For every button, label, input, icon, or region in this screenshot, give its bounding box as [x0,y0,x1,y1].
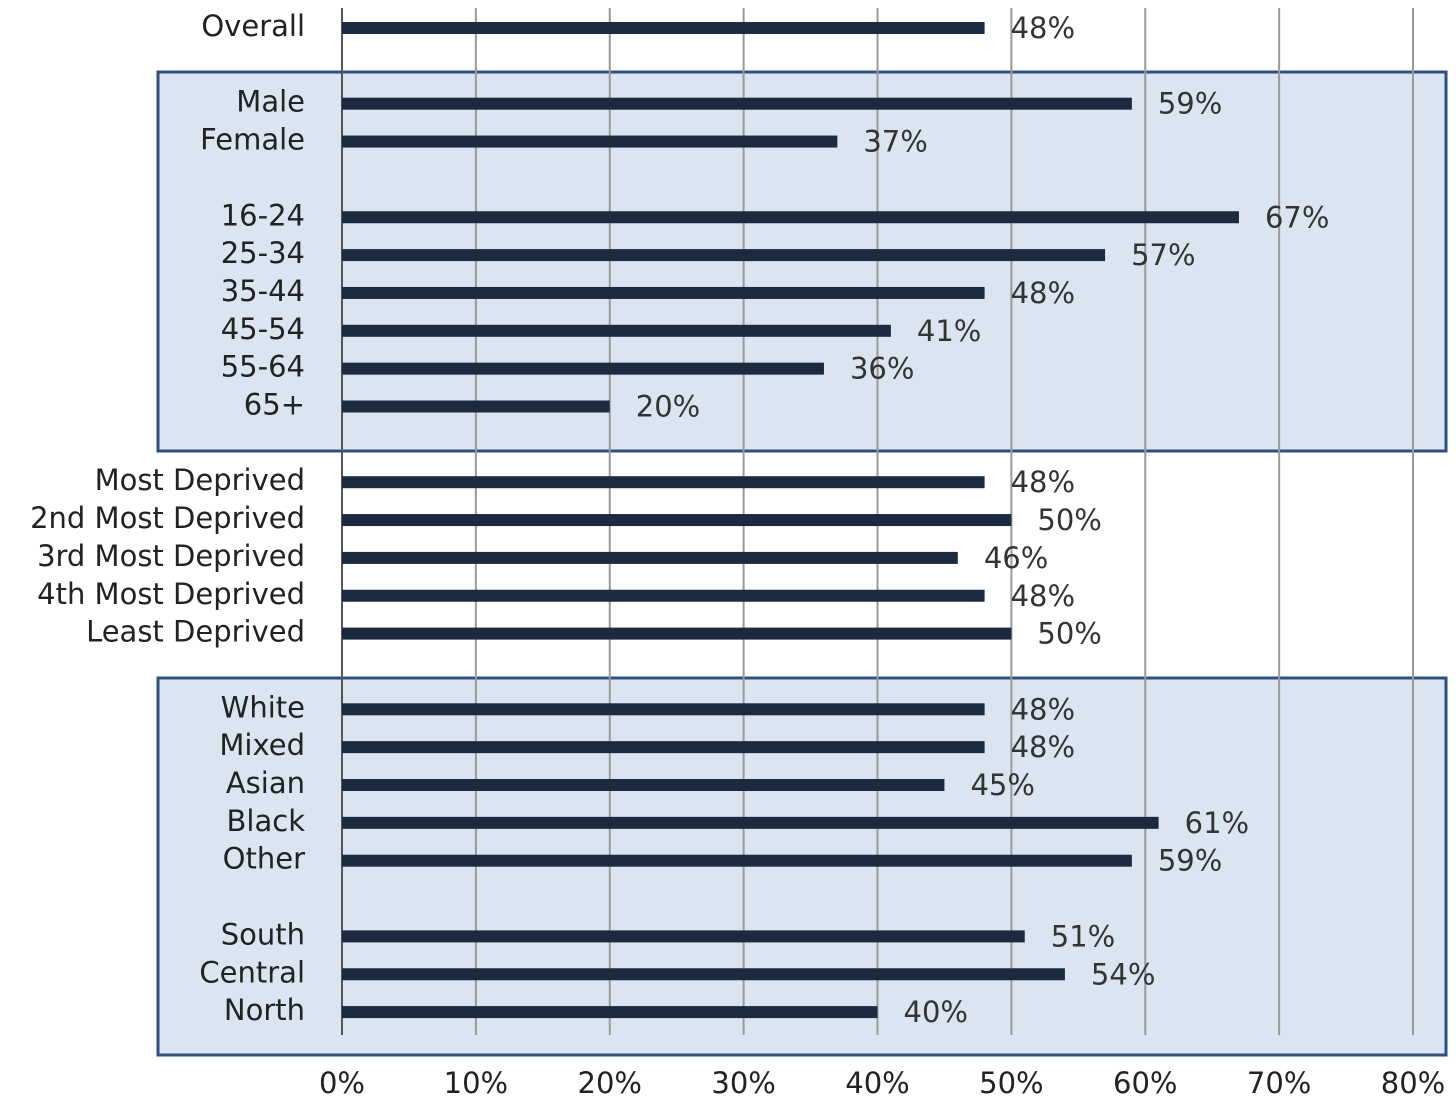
y-tick-label: Other [223,842,305,876]
data-label: 37% [863,125,927,159]
bar [342,1006,878,1019]
y-tick-label: 3rd Most Deprived [37,539,305,573]
data-label: 40% [904,995,968,1029]
data-label: 50% [1037,617,1101,651]
y-tick-label: 55-64 [221,350,305,384]
x-tick-label: 80% [1381,1066,1445,1100]
y-tick-label: North [224,993,305,1027]
data-label: 54% [1091,957,1155,991]
bar [342,22,985,34]
data-label: 48% [1011,730,1075,764]
x-tick-label: 0% [319,1066,365,1100]
y-tick-label: 35-44 [221,274,305,308]
bar [342,589,985,602]
data-label: 59% [1158,87,1222,121]
x-tick-label: 60% [1113,1066,1177,1100]
x-tick-label: 50% [979,1066,1043,1100]
data-label: 36% [850,352,914,386]
x-tick-label: 40% [845,1066,909,1100]
bar [342,514,1012,527]
y-tick-label: Asian [226,766,305,800]
data-label: 46% [984,541,1048,575]
y-tick-label: 65+ [244,388,305,422]
bar [342,400,610,413]
y-tick-label: Male [236,85,305,119]
y-tick-label: White [221,690,305,724]
data-label: 51% [1051,919,1115,953]
data-label: 67% [1265,200,1329,234]
bar [342,816,1159,829]
data-label: 57% [1131,238,1195,272]
data-label: 45% [970,768,1034,802]
bar [342,741,985,754]
bar [342,854,1132,867]
y-tick-label: 16-24 [221,198,305,232]
bar [342,286,985,299]
data-label: 48% [1011,465,1075,499]
y-tick-label: South [221,917,305,951]
y-tick-label: 25-34 [221,236,305,270]
y-tick-label: Least Deprived [86,615,305,649]
bar [342,97,1132,110]
bar [342,249,1106,262]
data-label: 41% [917,314,981,348]
bar [342,211,1239,224]
x-tick-label: 30% [711,1066,775,1100]
y-tick-label: 45-54 [221,312,305,346]
group-box [156,70,1448,453]
bar [342,551,958,564]
bar [342,703,985,716]
bar [342,779,945,791]
y-tick-label: Most Deprived [95,463,305,497]
y-tick-label: 4th Most Deprived [37,577,305,611]
bar [342,476,985,489]
data-label: 20% [636,390,700,424]
y-tick-label: Central [199,955,305,989]
bar [342,324,891,337]
bar [342,968,1065,981]
y-tick-label: Mixed [219,728,305,762]
y-tick-label: Overall [201,9,305,43]
bar [342,627,1012,640]
bar [342,135,838,148]
x-tick-label: 20% [578,1066,642,1100]
x-tick-label: 10% [444,1066,508,1100]
data-label: 48% [1011,276,1075,310]
data-label: 48% [1011,579,1075,613]
y-tick-label: 2nd Most Deprived [30,501,305,535]
y-tick-label: Black [227,804,306,838]
data-label: 48% [1011,692,1075,726]
data-label: 59% [1158,844,1222,878]
bar [342,362,824,375]
data-label: 61% [1185,806,1249,840]
data-label: 50% [1037,503,1101,537]
x-tick-label: 70% [1247,1066,1311,1100]
bar [342,930,1025,943]
y-tick-label: Female [200,123,305,157]
data-label: 48% [1011,11,1075,45]
